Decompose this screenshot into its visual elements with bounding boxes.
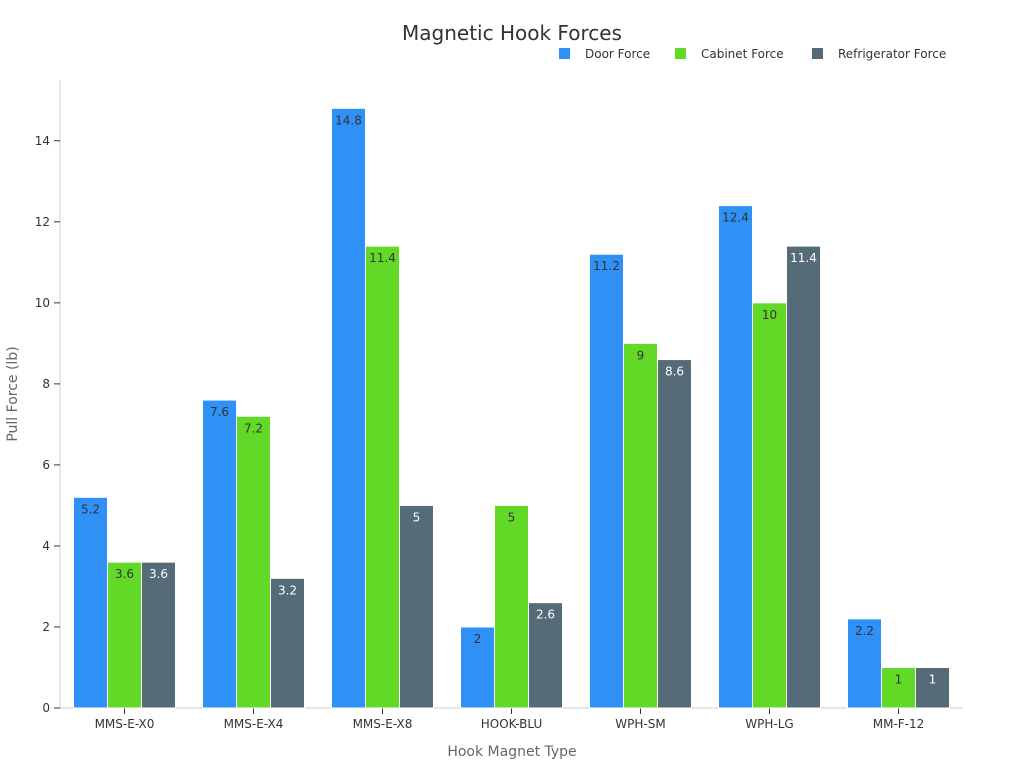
- x-tick-label: MMS-E-X4: [224, 717, 284, 731]
- bar[interactable]: [73, 496, 108, 709]
- y-tick-label: 10: [35, 296, 50, 310]
- bar-value-label: 11.4: [369, 251, 396, 265]
- y-tick-label: 6: [42, 458, 50, 472]
- bar[interactable]: [718, 205, 753, 709]
- bar-value-label: 7.6: [210, 405, 229, 419]
- bar[interactable]: [331, 107, 366, 709]
- legend-swatch: [812, 48, 823, 59]
- bar-value-label: 5: [413, 510, 421, 524]
- x-tick-label: MM-F-12: [873, 717, 925, 731]
- legend-swatch: [675, 48, 686, 59]
- legend-label: Cabinet Force: [701, 47, 784, 61]
- bar[interactable]: [657, 359, 692, 709]
- bar-value-label: 11.2: [593, 259, 620, 273]
- x-tick-label: MMS-E-X8: [353, 717, 413, 731]
- bar-value-label: 9: [637, 348, 645, 362]
- bar-value-label: 1: [895, 672, 903, 686]
- x-axis: MMS-E-X0 MMS-E-X4 MMS-E-X8 HOOK-BLU WPH-SM WP…: [60, 707, 963, 731]
- bar[interactable]: [460, 626, 495, 709]
- bar-value-label: 1: [929, 672, 937, 686]
- legend: Door Force Cabinet Force Refrigerator Forc…: [559, 47, 946, 61]
- x-tick-label: WPH-SM: [615, 717, 665, 731]
- bar-value-label: 12.4: [722, 211, 749, 225]
- bar-value-label: 7.2: [244, 421, 263, 435]
- bar-value-label: 2: [474, 632, 482, 646]
- legend-label: Refrigerator Force: [838, 47, 946, 61]
- y-tick-label: 14: [35, 134, 50, 148]
- bar[interactable]: [752, 302, 787, 709]
- bar-value-label: 2.2: [855, 624, 874, 638]
- bar-value-label: 3.2: [278, 583, 297, 597]
- bar[interactable]: [494, 504, 529, 709]
- x-axis-title: Hook Magnet Type: [447, 744, 576, 760]
- y-tick-label: 12: [35, 215, 50, 229]
- y-tick-label: 8: [42, 377, 50, 391]
- y-tick-label: 2: [42, 620, 50, 634]
- bar[interactable]: [141, 561, 176, 709]
- bar[interactable]: [786, 245, 821, 709]
- chart-title: Magnetic Hook Forces: [402, 21, 622, 45]
- x-tick-label: MMS-E-X0: [95, 717, 155, 731]
- y-axis: 0 2 4 6 8 10 12 14: [35, 80, 61, 715]
- bar-value-label: 8.6: [665, 365, 684, 379]
- bar-value-label: 11.4: [790, 251, 817, 265]
- bar[interactable]: [915, 666, 950, 709]
- bar-value-label: 2.6: [536, 608, 555, 622]
- bar[interactable]: [107, 561, 142, 709]
- bar[interactable]: [589, 253, 624, 709]
- bar[interactable]: [202, 399, 237, 709]
- bar-labels-group: 5.2 3.6 3.6 7.6 7.2 3.2 14.8 11.4 5 2 5 2.6 11.2 9 8.6…: [81, 113, 936, 686]
- bar[interactable]: [270, 577, 305, 709]
- x-tick-label: WPH-LG: [745, 717, 793, 731]
- bars-group: [73, 107, 950, 709]
- bar[interactable]: [236, 415, 271, 709]
- bar[interactable]: [528, 602, 563, 709]
- bar[interactable]: [399, 504, 434, 709]
- bar-value-label: 10: [762, 308, 777, 322]
- legend-label: Door Force: [585, 47, 650, 61]
- y-tick-label: 4: [42, 539, 50, 553]
- bar[interactable]: [847, 618, 882, 709]
- bar-value-label: 3.6: [149, 567, 168, 581]
- bar-value-label: 5.2: [81, 502, 100, 516]
- bar[interactable]: [365, 245, 400, 709]
- bar-value-label: 3.6: [115, 567, 134, 581]
- y-tick-label: 0: [42, 701, 50, 715]
- legend-swatch: [559, 48, 570, 59]
- bar-value-label: 14.8: [335, 113, 362, 127]
- bar[interactable]: [623, 342, 658, 709]
- y-axis-title: Pull Force (lb): [5, 346, 21, 441]
- x-tick-label: HOOK-BLU: [481, 717, 543, 731]
- bar-value-label: 5: [508, 510, 516, 524]
